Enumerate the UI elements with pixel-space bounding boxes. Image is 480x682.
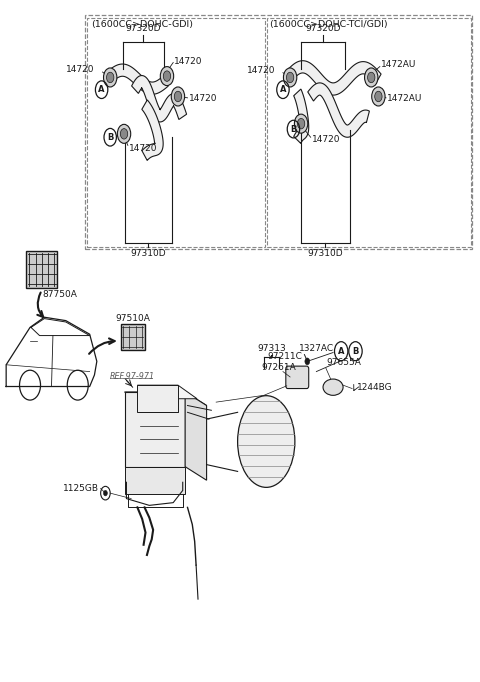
Text: 97313: 97313 xyxy=(257,344,286,353)
FancyBboxPatch shape xyxy=(286,366,309,389)
Text: 97211C: 97211C xyxy=(268,353,302,361)
Text: (1600CC>DOHC-GDI): (1600CC>DOHC-GDI) xyxy=(91,20,193,29)
Polygon shape xyxy=(142,100,163,160)
Bar xyxy=(85,15,472,250)
Text: 14720: 14720 xyxy=(312,136,340,145)
Text: A: A xyxy=(280,85,286,94)
Polygon shape xyxy=(294,89,309,143)
Polygon shape xyxy=(124,392,185,466)
Text: 1472AU: 1472AU xyxy=(381,60,416,69)
Circle shape xyxy=(368,72,375,83)
Circle shape xyxy=(174,91,181,102)
Circle shape xyxy=(305,358,310,365)
Text: 97310D: 97310D xyxy=(308,249,343,258)
Text: B: B xyxy=(352,346,359,356)
Text: 97655A: 97655A xyxy=(326,358,361,367)
Polygon shape xyxy=(124,466,185,494)
Circle shape xyxy=(375,91,382,102)
Bar xyxy=(267,18,471,248)
Text: A: A xyxy=(338,346,345,356)
Bar xyxy=(87,18,265,248)
Text: 97261A: 97261A xyxy=(262,363,296,372)
Circle shape xyxy=(104,68,117,87)
Circle shape xyxy=(287,72,294,83)
Text: A: A xyxy=(98,85,105,94)
Text: 97310D: 97310D xyxy=(131,249,166,258)
Text: (1600CC>DOHC-TCI/GDI): (1600CC>DOHC-TCI/GDI) xyxy=(270,20,388,29)
Text: 1125GB: 1125GB xyxy=(63,484,99,493)
Circle shape xyxy=(107,72,114,83)
Text: 14720: 14720 xyxy=(247,66,276,75)
Circle shape xyxy=(298,119,305,129)
Circle shape xyxy=(171,87,185,106)
Polygon shape xyxy=(137,385,197,399)
Circle shape xyxy=(294,114,308,133)
Polygon shape xyxy=(124,392,206,406)
Circle shape xyxy=(364,68,378,87)
Text: 14720: 14720 xyxy=(174,57,203,65)
Text: 14720: 14720 xyxy=(66,65,95,74)
Circle shape xyxy=(117,124,131,143)
Ellipse shape xyxy=(238,396,295,488)
Polygon shape xyxy=(285,61,381,95)
Text: 87750A: 87750A xyxy=(42,290,77,299)
Circle shape xyxy=(283,68,297,87)
Polygon shape xyxy=(308,83,370,137)
Ellipse shape xyxy=(323,379,343,396)
Text: B: B xyxy=(107,133,113,142)
Bar xyxy=(26,251,57,288)
Text: REF.97-971: REF.97-971 xyxy=(110,372,156,381)
Text: 97510A: 97510A xyxy=(115,314,150,323)
Polygon shape xyxy=(137,385,178,413)
Polygon shape xyxy=(185,392,206,480)
Text: B: B xyxy=(290,125,297,134)
Text: 1472AU: 1472AU xyxy=(387,94,422,103)
Bar xyxy=(120,324,144,350)
Circle shape xyxy=(372,87,385,106)
Text: 97320D: 97320D xyxy=(305,24,341,33)
Text: 97320D: 97320D xyxy=(126,24,161,33)
Text: 1244BG: 1244BG xyxy=(357,383,393,391)
Polygon shape xyxy=(132,76,187,122)
Circle shape xyxy=(163,71,171,81)
Circle shape xyxy=(120,129,128,139)
Text: 14720: 14720 xyxy=(189,94,217,103)
Text: 1327AC: 1327AC xyxy=(299,344,334,353)
Circle shape xyxy=(160,67,174,86)
Polygon shape xyxy=(107,64,168,94)
Circle shape xyxy=(104,490,108,496)
Text: 14720: 14720 xyxy=(129,144,157,153)
